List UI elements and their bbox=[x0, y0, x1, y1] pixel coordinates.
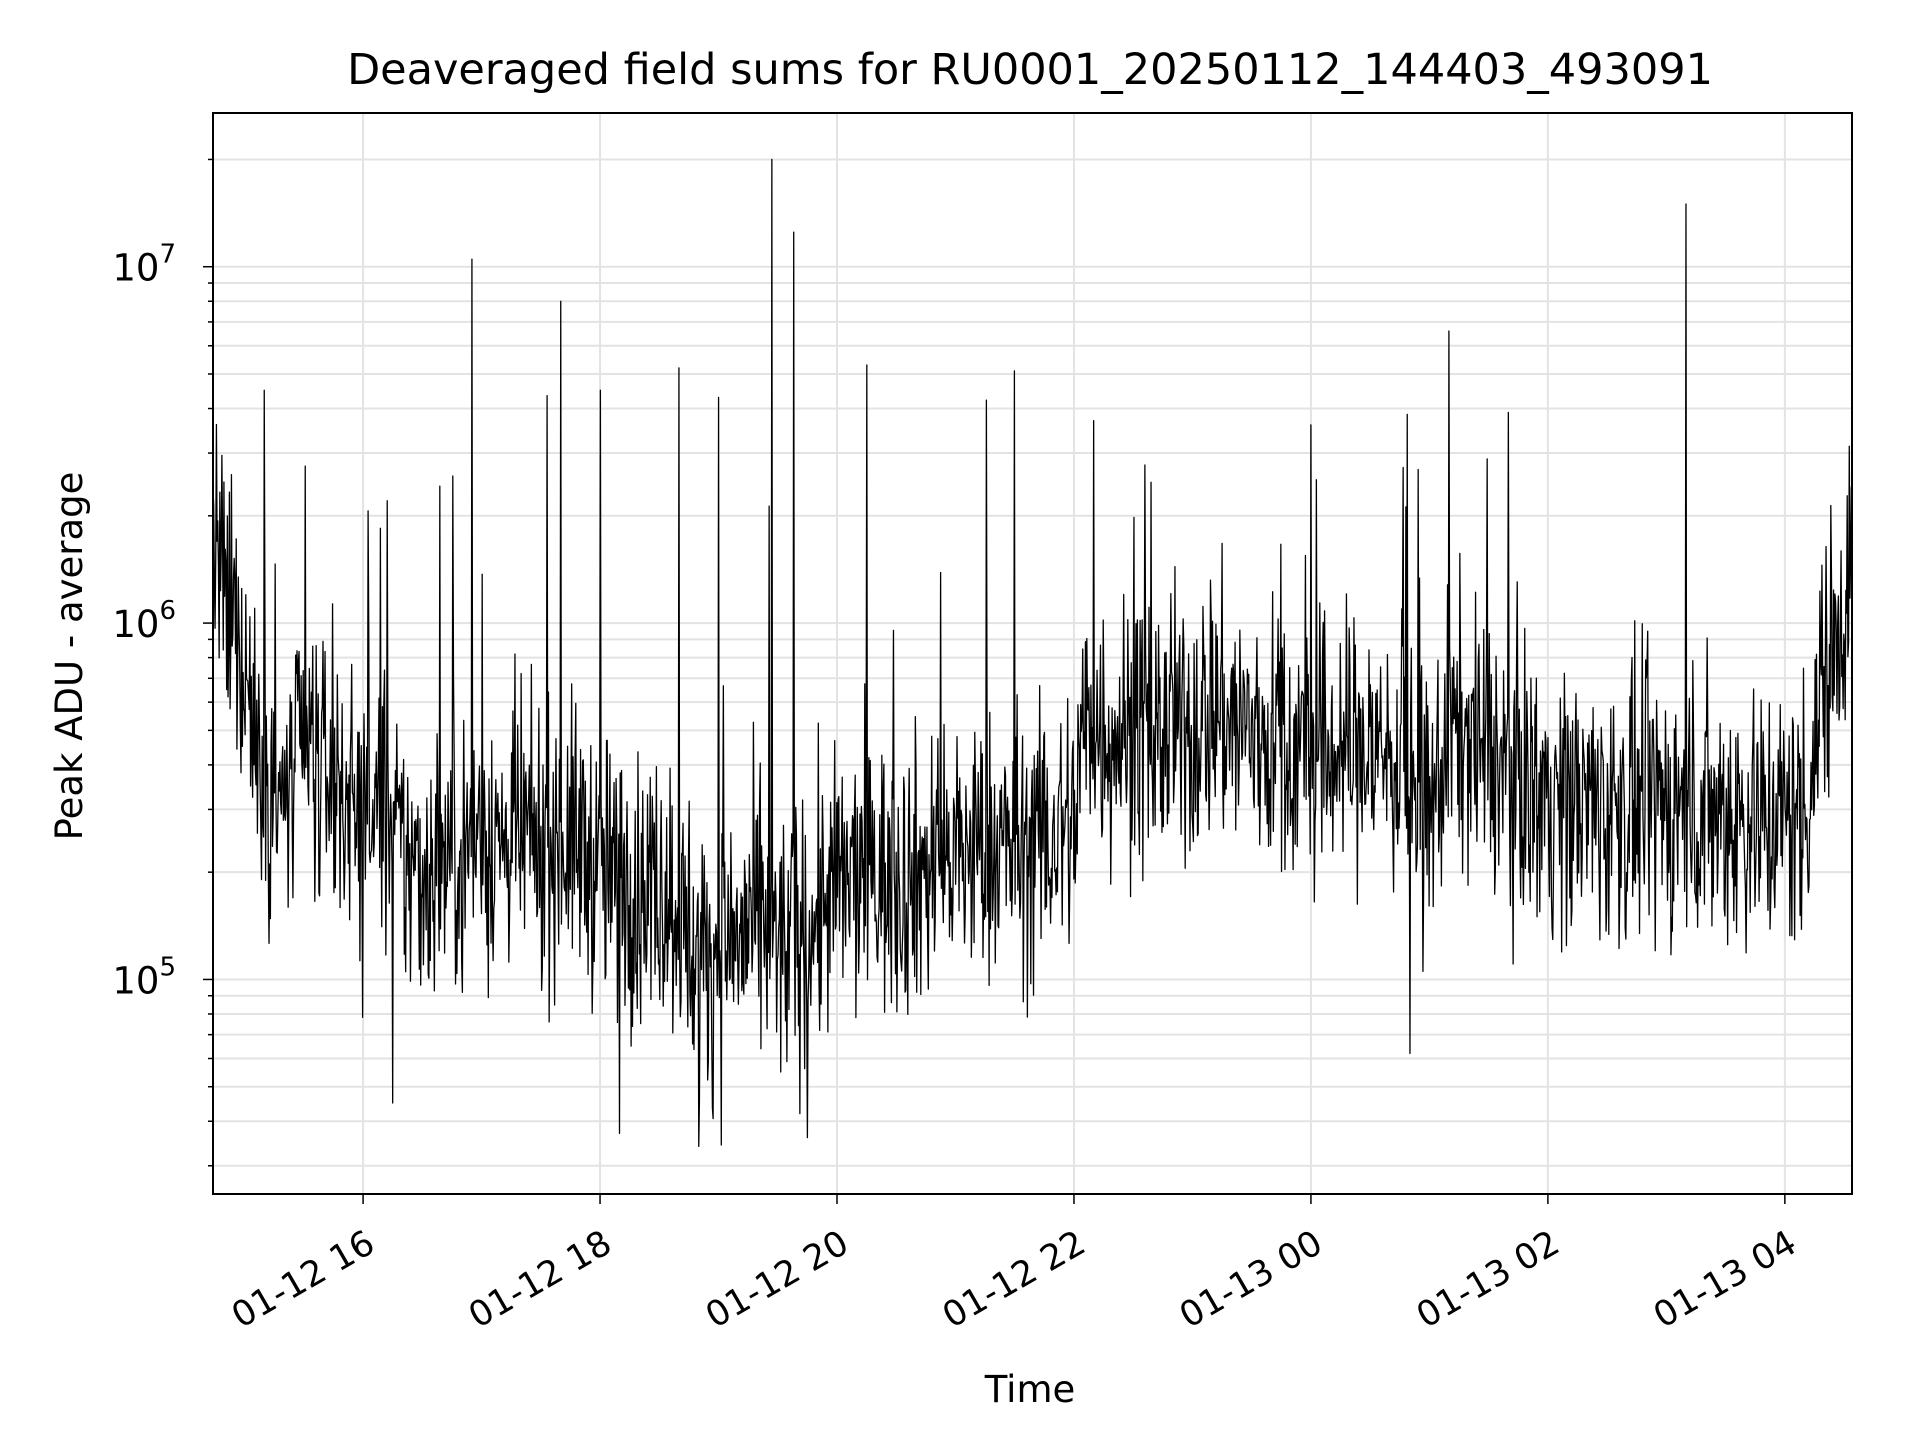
chart-title: Deaveraged field sums for RU0001_2025011… bbox=[347, 45, 1713, 95]
y-tick-exponent: 7 bbox=[159, 240, 176, 270]
y-tick-label: 106 bbox=[112, 596, 176, 646]
y-tick-base: 10 bbox=[112, 247, 159, 290]
y-tick-exponent: 5 bbox=[159, 952, 176, 982]
y-tick-label: 105 bbox=[112, 952, 176, 1002]
y-tick-base: 10 bbox=[112, 959, 159, 1002]
y-axis-label: Peak ADU - average bbox=[48, 472, 91, 841]
series-line bbox=[212, 158, 1853, 1148]
plot-frame bbox=[212, 112, 1853, 1195]
y-tick-exponent: 6 bbox=[159, 596, 176, 626]
y-tick-base: 10 bbox=[112, 603, 159, 646]
x-axis-label: Time bbox=[984, 1368, 1076, 1411]
series-layer bbox=[212, 158, 1853, 1148]
y-tick-label: 107 bbox=[112, 240, 176, 290]
